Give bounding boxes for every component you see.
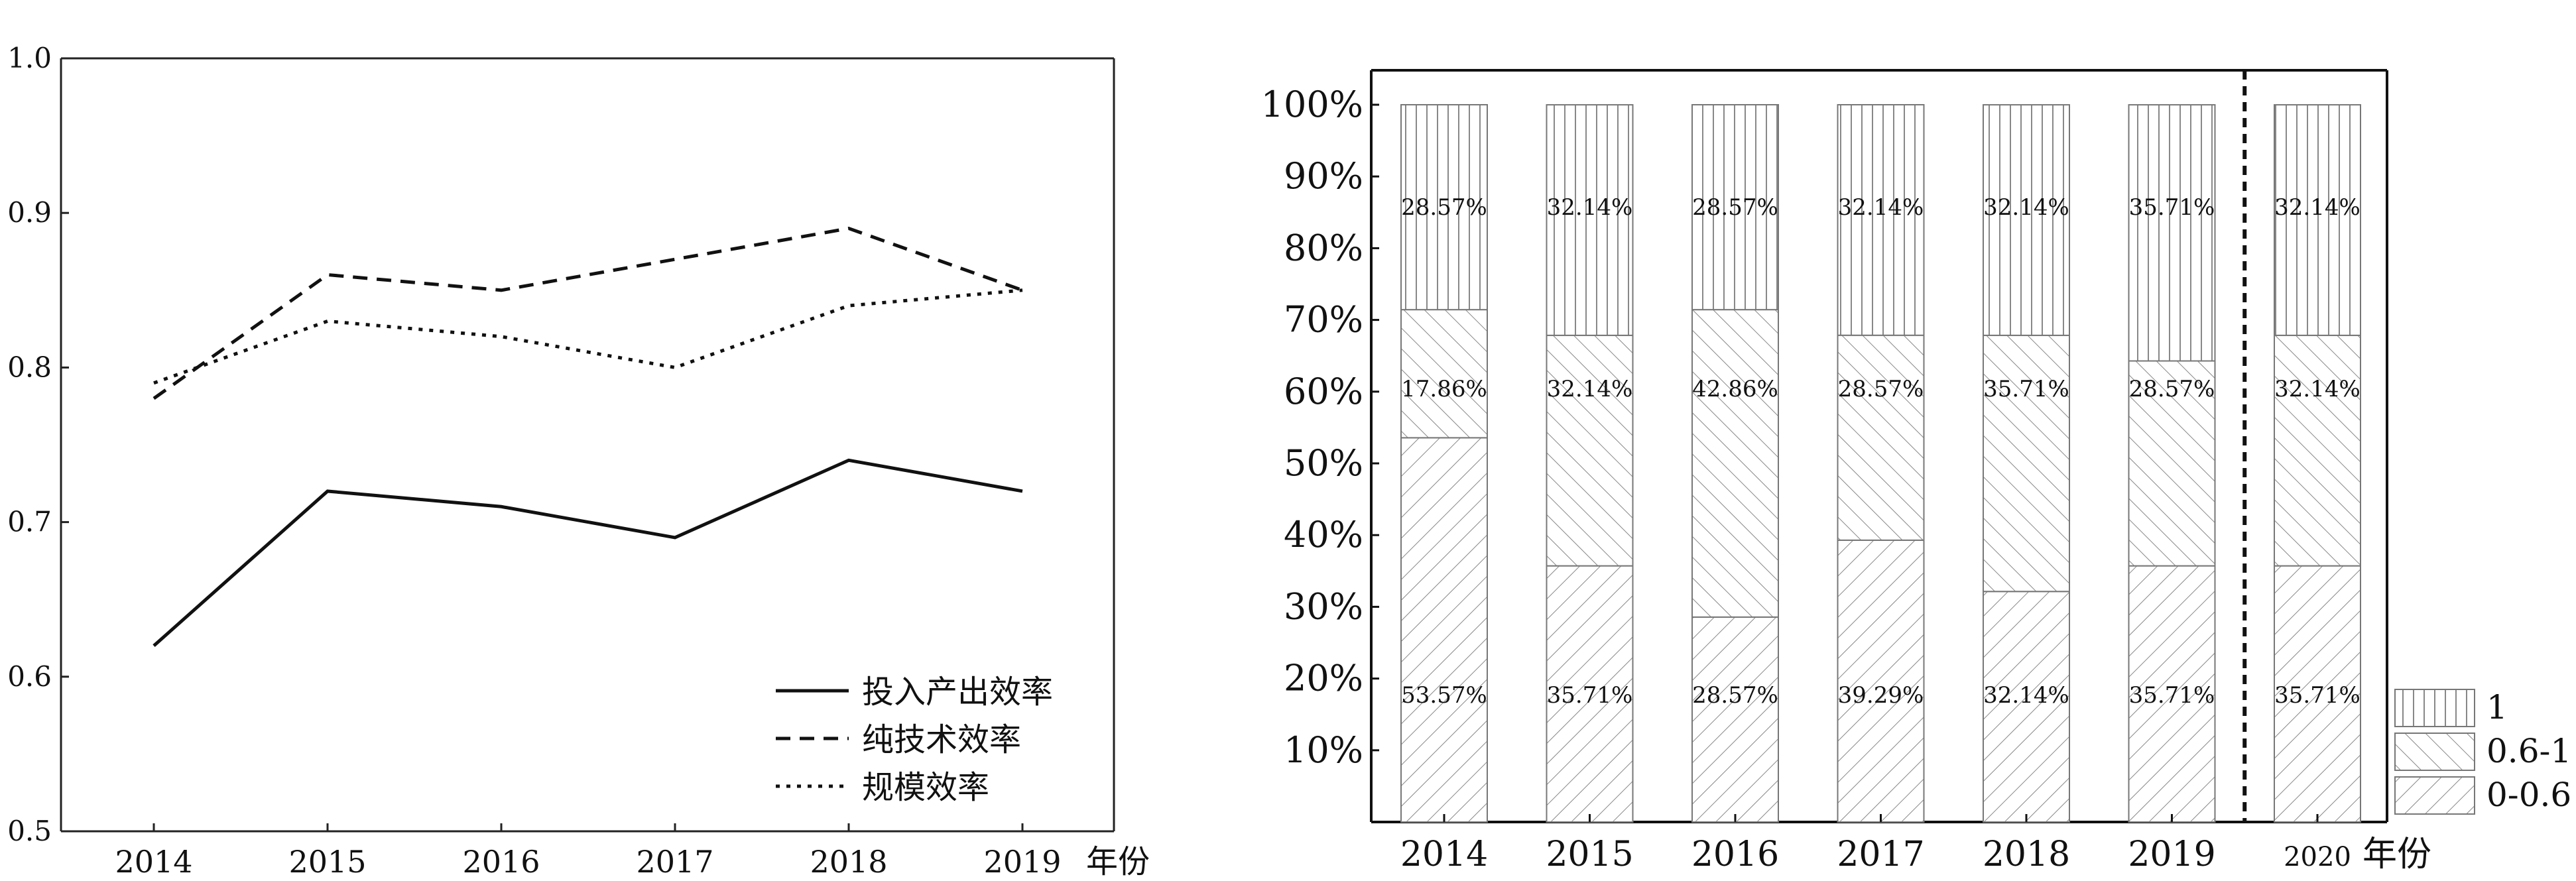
x-tick-label: 2017 <box>1837 835 1924 874</box>
bar-segment <box>1546 104 1634 336</box>
data-label: 35.71% <box>2129 682 2215 709</box>
bar-segment <box>1983 591 2070 823</box>
legend-label: 规模效率 <box>862 769 989 806</box>
y-tick-label: 30% <box>1284 585 1363 627</box>
y-tick-label: 40% <box>1284 514 1363 556</box>
legend-swatch <box>2394 689 2475 727</box>
bar-segment <box>1400 309 1488 439</box>
data-label: 32.14% <box>2274 376 2361 402</box>
x-tick-label: 2018 <box>810 844 887 880</box>
legend-label: 1 <box>2486 688 2508 727</box>
y-tick-label: 70% <box>1284 299 1363 341</box>
x-tick-label: 2018 <box>1983 835 2070 874</box>
data-label: 32.14% <box>1983 194 2069 221</box>
data-label: 32.14% <box>2274 194 2361 221</box>
data-label: 32.14% <box>1838 194 1924 221</box>
data-label: 28.57% <box>1838 376 1924 402</box>
legend-label: 纯技术效率 <box>862 721 1021 758</box>
data-label: 17.86% <box>1401 376 1487 402</box>
legend-label: 0-0.6 <box>2486 776 2571 814</box>
bar-segment <box>2128 565 2216 823</box>
x-tick-label: 2016 <box>1691 835 1779 874</box>
x-tick-label: 2019 <box>983 844 1061 880</box>
y-tick-label: 0.5 <box>7 815 52 847</box>
x-tick-label: 2015 <box>288 844 366 880</box>
bar-segment <box>2274 565 2361 823</box>
y-tick-label: 50% <box>1284 442 1363 484</box>
data-label: 35.71% <box>1983 376 2069 402</box>
data-label: 35.71% <box>2129 194 2215 221</box>
y-tick-label: 60% <box>1284 371 1363 412</box>
bar-segment <box>1546 334 1634 567</box>
x-tick-label: 2019 <box>2128 835 2215 874</box>
bar-segment <box>2274 334 2361 567</box>
bar-segment <box>2274 104 2361 336</box>
bar-segment <box>1837 104 1925 336</box>
bar-segment <box>1837 539 1925 823</box>
legend-swatch <box>2394 733 2475 771</box>
series-line <box>153 288 1023 385</box>
y-tick-label: 0.8 <box>7 351 52 383</box>
x-axis-suffix: 年份 <box>1086 843 1150 880</box>
line-chart: 0.5 0.6 0.7 0.8 0.9 1.0 2014 2015 2016 2017 2018 20… <box>7 42 1150 880</box>
x-axis-suffix: 年份 <box>2362 835 2431 874</box>
data-label: 53.57% <box>1401 682 1487 709</box>
y-tick-label: 90% <box>1284 155 1363 197</box>
y-tick-label: 10% <box>1284 729 1363 771</box>
data-label: 28.57% <box>2129 376 2215 402</box>
x-tick-label: 2014 <box>115 844 192 880</box>
data-label: 32.14% <box>1983 682 2069 709</box>
x-tick-label: 2016 <box>462 844 540 880</box>
series-line <box>153 458 1023 648</box>
data-label: 32.14% <box>1547 376 1633 402</box>
y-tick-label: 0.6 <box>7 660 52 693</box>
data-label: 28.57% <box>1692 194 1778 221</box>
data-label: 35.71% <box>2274 682 2361 709</box>
bar-segment <box>1546 565 1634 823</box>
y-tick-label: 0.9 <box>7 196 52 229</box>
bar-segment <box>1837 334 1925 541</box>
series-line <box>153 226 1023 400</box>
data-label: 28.57% <box>1401 194 1487 221</box>
stacked-bar-chart: 10% 20% 30% 40% 50% 60% 70% 80% 90% 100% 2014 2015 2… <box>1261 69 2571 874</box>
legend-label: 投入产出效率 <box>862 674 1053 711</box>
y-tick-label: 1.0 <box>7 42 52 74</box>
data-label: 28.57% <box>1692 682 1778 709</box>
data-label: 32.14% <box>1547 194 1633 221</box>
bar-segment <box>1400 104 1488 311</box>
bar-segment <box>2128 104 2216 362</box>
data-label: 42.86% <box>1692 376 1778 402</box>
y-tick-label: 20% <box>1284 658 1363 699</box>
x-tick-label: 2014 <box>1400 835 1488 874</box>
bar-segment <box>1400 437 1488 823</box>
bar-segment <box>1691 104 1779 311</box>
bar-segment <box>1983 104 2070 336</box>
bar-segment <box>2128 360 2216 567</box>
data-label: 35.71% <box>1547 682 1633 709</box>
x-tick-label: 2015 <box>1546 835 1633 874</box>
y-tick-label: 0.7 <box>7 506 52 538</box>
bar-segment <box>1691 309 1779 618</box>
legend-swatch <box>2394 776 2475 815</box>
y-tick-label: 80% <box>1284 227 1363 268</box>
bar-segment <box>1983 334 2070 593</box>
legend-label: 0.6-1 <box>2486 732 2571 770</box>
y-tick-label: 100% <box>1261 84 1363 125</box>
x-tick-label: 2017 <box>636 844 713 880</box>
x-tick-label: 2020 <box>2284 842 2351 872</box>
data-label: 39.29% <box>1838 682 1924 709</box>
bar-segment <box>1691 616 1779 823</box>
